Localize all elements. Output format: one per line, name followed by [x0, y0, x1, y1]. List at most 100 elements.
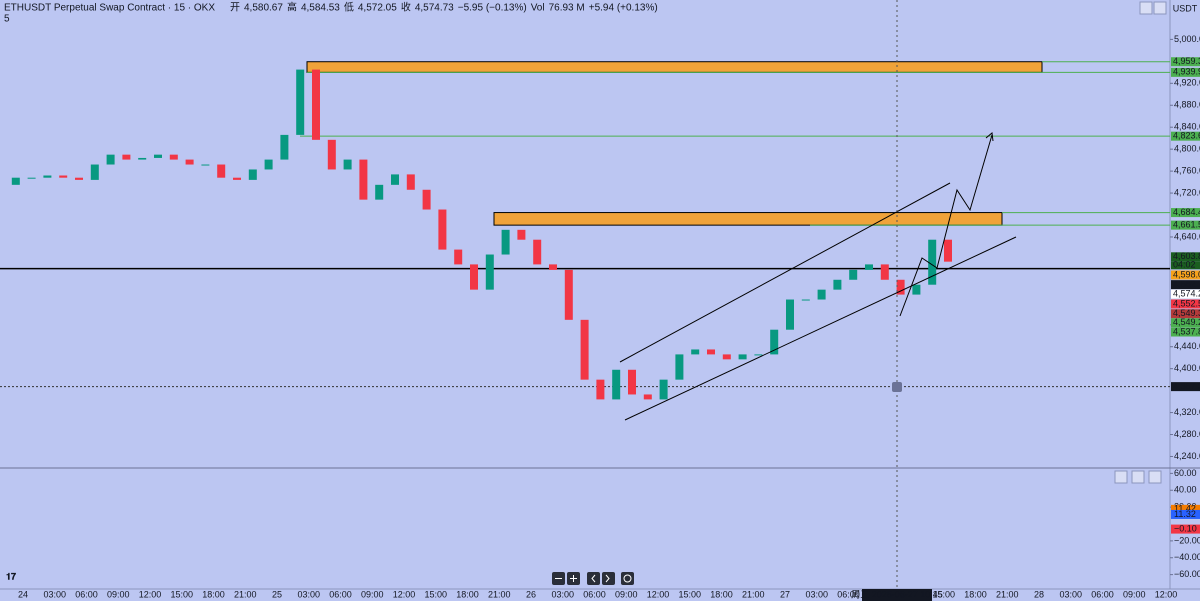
candle: [738, 354, 747, 360]
x-tick-label: 26: [526, 589, 536, 599]
candle: [359, 159, 368, 200]
x-tick-label: 09:00: [107, 589, 130, 599]
reset-button[interactable]: [621, 572, 634, 585]
candle: [296, 69, 305, 135]
macd-tag: [1171, 524, 1200, 534]
candle: [185, 159, 194, 165]
price-tag-label: 4,939.94: [1173, 67, 1200, 77]
currency: USDT: [1173, 3, 1198, 13]
pane-down-button[interactable]: [1131, 470, 1145, 484]
x-tick-label: 03:00: [551, 589, 574, 599]
price-tag: [1171, 270, 1200, 280]
price-tag: [1171, 131, 1200, 141]
price-tag-label: 4,661.55: [1173, 220, 1200, 230]
price-tag-label: 4,537.88: [1173, 326, 1200, 336]
price-tag: [1171, 57, 1200, 67]
y-tick-label: 4,880.00: [1174, 100, 1200, 110]
candle: [248, 169, 257, 180]
x-tick-label: 15:00: [170, 589, 193, 599]
candle: [659, 379, 668, 400]
candle: [264, 159, 273, 170]
candle: [280, 134, 289, 160]
x-tick-label: 28: [1034, 589, 1044, 599]
x-tick-label: 12:00: [647, 589, 670, 599]
price-tag: [1171, 67, 1200, 77]
channel-lower: [624, 236, 1017, 421]
candle: [833, 279, 842, 290]
candle: [75, 177, 83, 180]
candle: [896, 279, 905, 295]
pane-up-button[interactable]: [1114, 470, 1128, 484]
scroll-left-button[interactable]: [587, 572, 600, 585]
candle: [154, 154, 162, 158]
candle: [612, 369, 621, 400]
vol-key: Vol: [531, 3, 545, 14]
candle: [27, 177, 36, 179]
crosshair-label: 周三 2025-08-27 10:45: [851, 589, 943, 599]
price-tag-label: 4,549.32: [1173, 308, 1200, 318]
price-tag-label: 4,959.32: [1173, 56, 1200, 66]
price-tag-label: 4,598.04: [1173, 269, 1200, 279]
candle: [138, 157, 147, 160]
arrow-button[interactable]: [1139, 1, 1153, 15]
change: −5.95 (−0.13%): [458, 3, 527, 14]
y-tick-label: −60.00: [1174, 569, 1200, 579]
candle: [233, 177, 241, 180]
price-tag-label: 4,367.30: [1173, 381, 1200, 391]
candle: [470, 264, 478, 290]
drawings: [619, 0, 1017, 589]
arrow-head: [985, 132, 994, 142]
vol-value: 76.93 M: [549, 3, 585, 14]
y-tick-label: 4,280.00: [1174, 429, 1200, 439]
zoom-toolbar: [552, 572, 634, 585]
countdown-tag: [1171, 261, 1200, 270]
price-tag-label: 4,684.45: [1173, 207, 1200, 217]
zone: [493, 212, 1003, 226]
price-tag: [1171, 220, 1200, 230]
x-tick-label: 06:00: [583, 589, 606, 599]
pane-close-button[interactable]: [1148, 470, 1162, 484]
candle: [928, 239, 937, 285]
indicator: 5: [4, 14, 10, 25]
candle: [817, 289, 826, 300]
x-tick-label: 06:00: [75, 589, 98, 599]
field-value: 4,572.05: [358, 3, 397, 14]
y-tick-label: 4,920.00: [1174, 78, 1200, 88]
x-tick-label: 24: [18, 589, 28, 599]
candle: [849, 269, 858, 280]
logo: 𝟏𝟕: [6, 571, 16, 581]
y-tick-label: 4,800.00: [1174, 144, 1200, 154]
price-tag: [1171, 289, 1200, 299]
candle: [564, 269, 573, 320]
candle: [643, 394, 652, 400]
toolbar-icons: [555, 574, 610, 583]
candle: [801, 299, 810, 301]
price-tag-label: 4,574.25: [1173, 288, 1200, 298]
vol-change: +5.94 (+0.13%): [589, 3, 658, 14]
candle: [549, 264, 557, 270]
x-tick-label: 18:00: [202, 589, 225, 599]
candle: [438, 209, 447, 250]
candle: [517, 229, 526, 240]
candle: [11, 177, 20, 185]
candle: [754, 354, 763, 356]
x-tick-label: 06:00: [329, 589, 352, 599]
candle: [580, 319, 589, 380]
field-value: 4,584.53: [301, 3, 340, 14]
price-tag: [1171, 309, 1200, 319]
y-tick-label: 4,640.00: [1174, 231, 1200, 241]
x-tick-label: 27: [780, 589, 790, 599]
candle: [596, 379, 605, 400]
menu-button[interactable]: [1153, 1, 1167, 15]
countdown: 04:02: [1173, 260, 1196, 270]
zone: [306, 61, 1043, 73]
x-tick-label: 06:00: [837, 589, 860, 599]
y-tick-label: −40.00: [1174, 552, 1200, 562]
projection-path: [936, 134, 993, 269]
candle: [59, 175, 68, 178]
macd-tag-label: −0.10: [1174, 523, 1197, 533]
y-tick-label: 4,720.00: [1174, 187, 1200, 197]
y-tick-label: 5,000.00: [1174, 34, 1200, 44]
macd-tag-label: 11.32: [1174, 509, 1196, 519]
candle: [501, 229, 510, 255]
